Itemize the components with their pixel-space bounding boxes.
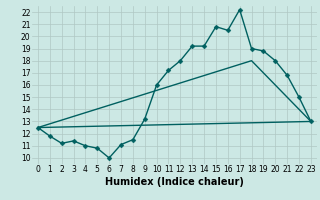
X-axis label: Humidex (Indice chaleur): Humidex (Indice chaleur) (105, 177, 244, 187)
